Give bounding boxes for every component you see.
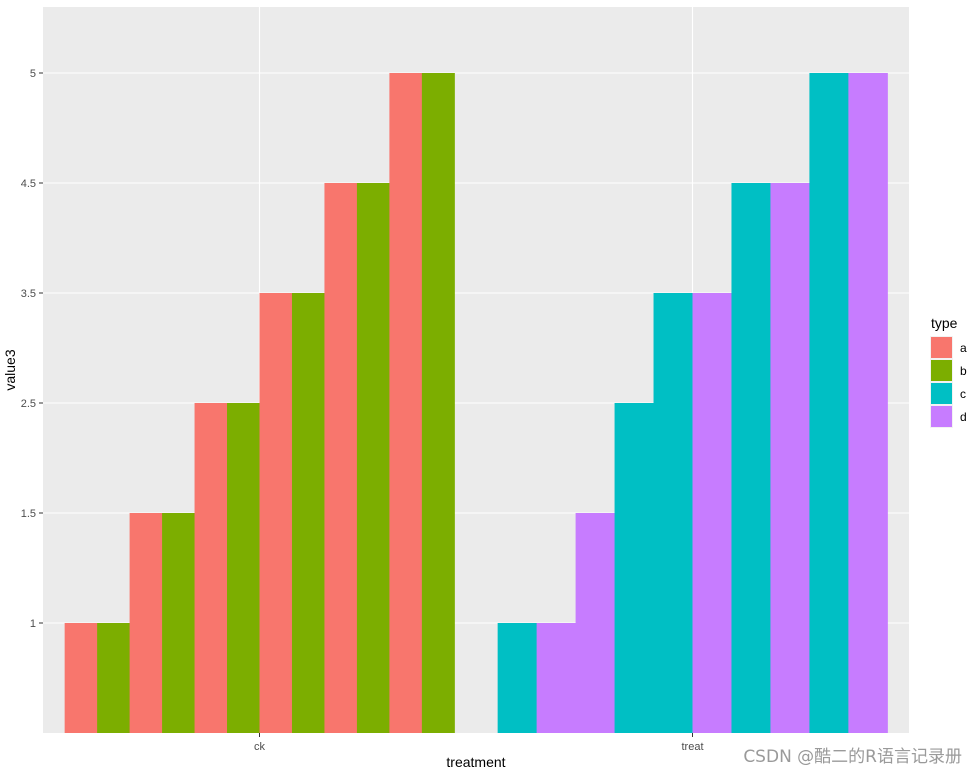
bar-ck-b (421, 73, 455, 733)
bar-treat-c (731, 183, 771, 733)
bar-treat-d (848, 73, 888, 733)
bar-ck-b (227, 403, 260, 733)
y-axis-title: value3 (2, 349, 18, 390)
watermark: CSDN @酷二的R语言记录册 (743, 747, 962, 767)
legend-swatch-d (931, 406, 952, 427)
bar-ck-a (129, 513, 163, 733)
bar-ck-a (194, 403, 228, 733)
x-axis-title: treatment (446, 754, 505, 770)
bar-ck-a (259, 293, 293, 733)
x-tick-label: treat (681, 741, 703, 753)
bar-treat-d (575, 513, 616, 733)
x-tick-label: ck (254, 741, 266, 753)
legend-title: type (931, 315, 958, 331)
y-tick-label: 5 (30, 68, 36, 80)
bar-ck-b (97, 623, 131, 733)
bar-treat-c (809, 73, 849, 733)
x-axis: ck treat (254, 733, 704, 753)
bar-ck-a (389, 73, 423, 733)
bar-ck-b (162, 513, 196, 733)
bar-treat-c (653, 293, 693, 733)
bar-ck-a (64, 623, 98, 733)
bars-layer (64, 73, 888, 733)
bar-ck-b (356, 183, 390, 733)
legend-label-c: c (960, 387, 966, 401)
bar-treat-d (692, 293, 732, 733)
bar-treat-c (614, 403, 655, 733)
bar-ck-a (324, 183, 358, 733)
y-axis: 1 1.5 2.5 3.5 4.5 5 (21, 68, 43, 630)
bar-treat-d (536, 623, 577, 733)
legend-swatch-a (931, 337, 952, 358)
legend-label-b: b (960, 364, 967, 378)
y-tick-label: 1 (30, 618, 36, 630)
y-tick-label: 4.5 (21, 178, 36, 190)
bar-treat-d (770, 183, 810, 733)
y-tick-label: 1.5 (21, 508, 36, 520)
legend-swatch-b (931, 360, 952, 381)
y-tick-label: 2.5 (21, 398, 36, 410)
legend-label-a: a (960, 341, 967, 355)
bar-ck-b (291, 293, 325, 733)
bar-treat-c (497, 623, 538, 733)
legend-label-d: d (960, 410, 967, 424)
legend-swatch-c (931, 383, 952, 404)
y-tick-label: 3.5 (21, 288, 36, 300)
